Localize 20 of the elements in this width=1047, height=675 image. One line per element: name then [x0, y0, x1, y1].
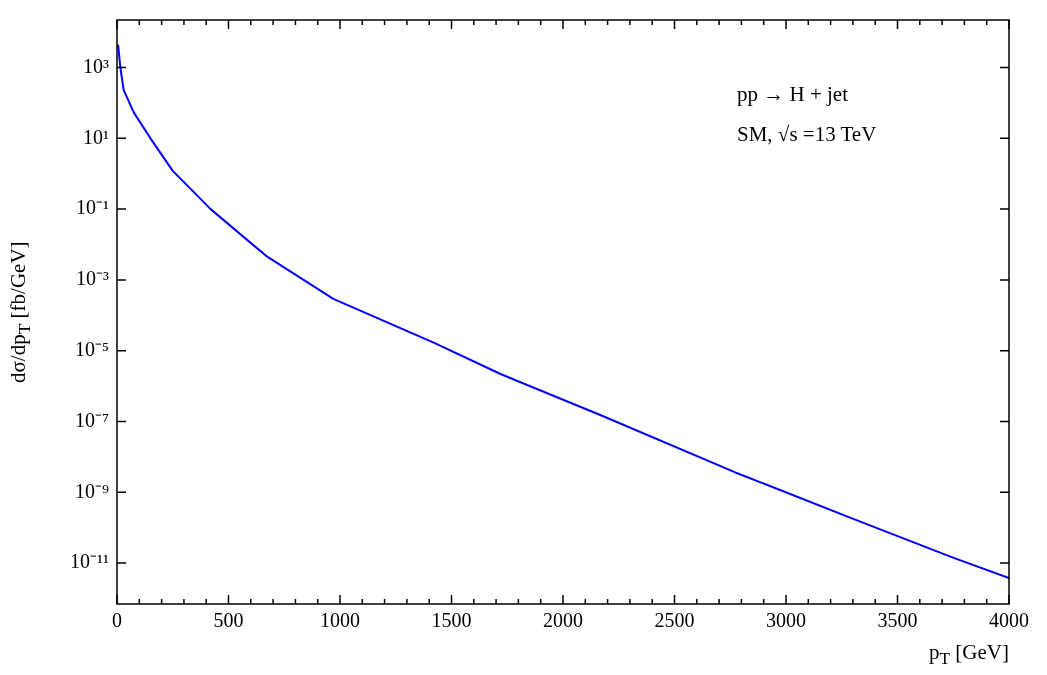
x-tick-label: 2000: [543, 609, 583, 632]
y-tick-label: 10¹: [83, 125, 109, 148]
x-tick-label: 2500: [654, 609, 695, 632]
x-tick-label: 1500: [431, 609, 472, 632]
x-tick-label: 3500: [877, 609, 918, 632]
x-tick-label: 3000: [766, 609, 806, 632]
y-tick-label: 10⁻¹: [76, 196, 109, 219]
y-tick-label: 10⁻⁹: [75, 479, 110, 502]
x-axis-title: p$_{T}$ [GeV]: [928, 640, 1009, 670]
x-tick-label: 4000: [989, 609, 1029, 632]
x-tick-label: 0: [112, 609, 122, 632]
annotation: pp → H + jet: [737, 82, 848, 107]
annotation: SM, √s =13 TeV: [737, 122, 877, 147]
y-tick-label: 10⁻⁷: [75, 408, 110, 431]
x-tick-label: 500: [213, 609, 244, 632]
y-tick-label: 10³: [83, 54, 109, 77]
y-tick-label: 10⁻¹¹: [70, 550, 109, 573]
y-tick-label: 10⁻³: [76, 267, 109, 290]
y-tick-label: 10⁻⁵: [75, 337, 109, 360]
x-tick-label: 1000: [320, 609, 360, 632]
